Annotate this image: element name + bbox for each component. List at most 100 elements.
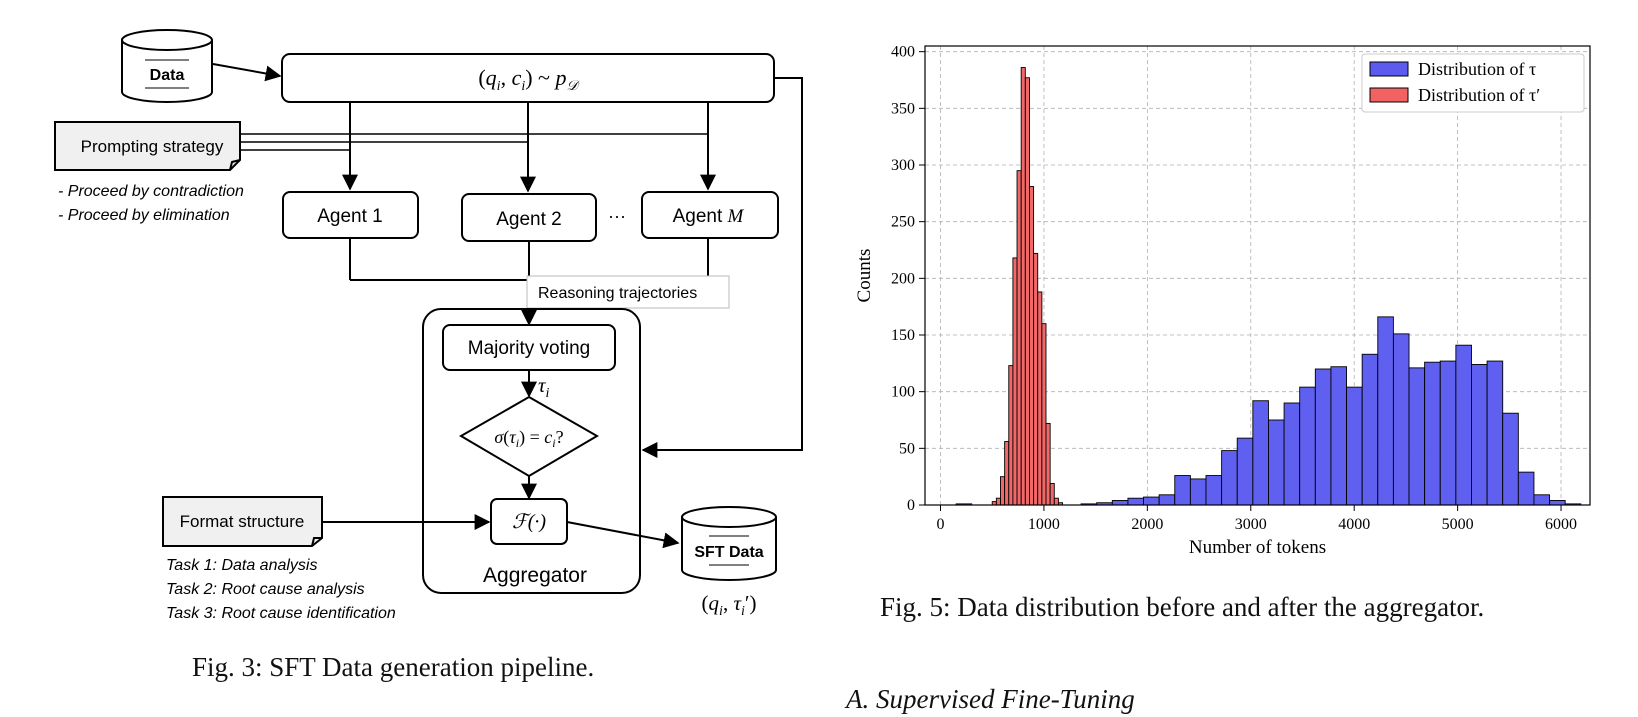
histogram-bar-tau [1502, 412, 1519, 506]
x-tick-label: 1000 [1028, 516, 1060, 533]
sft-label: SFT Data [694, 544, 763, 561]
y-tick-label: 0 [907, 497, 915, 514]
majority-voting-box: Majority voting [442, 324, 616, 371]
legend-frame [1361, 53, 1585, 113]
y-tick-label: 350 [891, 100, 915, 117]
histogram-bar-tau-prime [1033, 252, 1039, 506]
task-3: Task 3: Root cause identification [166, 605, 396, 622]
format-function-box: ℱ(·) [490, 498, 568, 545]
y-tick-label: 200 [891, 270, 915, 287]
histogram-bar-tau-prime [995, 497, 1001, 506]
legend-label-tau-prime: Distribution of τ′ [1418, 85, 1540, 105]
histogram-bar-tau-prime [991, 501, 997, 506]
histogram-bar-tau-prime [1029, 186, 1035, 506]
histogram-bar-tau [1314, 368, 1332, 506]
histogram-bar-tau [955, 503, 973, 506]
data-cylinder: Data [121, 29, 213, 103]
sampling-box: (qi, ci) ~ p𝒟 [281, 53, 775, 103]
histogram-bar-tau [1439, 360, 1457, 506]
histogram-bar-tau-prime [1004, 441, 1010, 506]
series-tau-bars [955, 316, 1582, 506]
tau-label: τi [538, 373, 550, 401]
histogram-bar-tau [1158, 494, 1176, 506]
histogram-bar-tau [1236, 437, 1254, 506]
histogram-bar-tau [1377, 316, 1394, 506]
histogram-bar-tau [1408, 367, 1426, 506]
agent-1-label: Agent 1 [317, 206, 383, 227]
task-1: Task 1: Data analysis [166, 557, 317, 574]
prompting-item-1: - Proceed by contradiction [58, 183, 244, 200]
histogram-bar-tau [1174, 475, 1191, 506]
reasoning-trajectories-tag: Reasoning trajectories [526, 275, 730, 309]
histogram-bar-tau-prime [1045, 422, 1051, 506]
prompting-item-2: - Proceed by elimination [58, 207, 230, 224]
y-axis-ticks: 0 50 100 150 200 250 300 350 400 [891, 44, 925, 514]
sampling-formula: (qi, ci) ~ p𝒟 [478, 65, 580, 94]
histogram-bar-tau [1205, 475, 1223, 506]
histogram-bar-tau [1111, 500, 1129, 506]
consistency-check-diamond: σ(τi) = ci? [459, 395, 599, 478]
x-axis-label: Number of tokens [1189, 537, 1326, 558]
histogram-bar-tau [1299, 386, 1316, 506]
pipeline-diagram: Data (qi, ci) ~ p𝒟 Prompting strategy - … [54, 29, 803, 622]
prompting-label: Prompting strategy [81, 137, 224, 156]
agent-m-box: Agent M [641, 191, 779, 239]
aggregator-box: Aggregator [422, 308, 641, 594]
histogram-bar-tau [1549, 500, 1566, 506]
x-tick-label: 3000 [1235, 516, 1267, 533]
histogram-bar-tau [1346, 386, 1363, 506]
y-tick-label: 100 [891, 384, 915, 401]
histogram-bar-tau [1330, 366, 1347, 506]
y-tick-label: 300 [891, 157, 915, 174]
histogram-bar-tau-prime [1016, 170, 1022, 506]
histogram-bar-tau-prime [1053, 497, 1059, 506]
format-structure-note: Format structure [162, 496, 323, 547]
histogram-bar-tau [1392, 333, 1410, 506]
histogram-bar-tau-prime [1024, 77, 1030, 506]
figure-5-caption: Fig. 5: Data distribution before and aft… [880, 592, 1485, 622]
histogram-bar-tau-prime [1020, 67, 1026, 506]
agent-1-box: Agent 1 [282, 191, 419, 239]
histogram-bar-tau [1268, 419, 1285, 506]
prompting-strategy-note: Prompting strategy [54, 121, 241, 171]
histogram-bar-tau-prime [1049, 483, 1055, 506]
legend-label-tau: Distribution of τ [1418, 59, 1536, 79]
histogram-bar-tau [1455, 344, 1472, 506]
x-axis-ticks: 0 1000 2000 3000 4000 5000 6000 [937, 505, 1577, 533]
agent-2-label: Agent 2 [496, 209, 562, 230]
histogram-bar-tau [1283, 402, 1301, 506]
aggregator-label: Aggregator [483, 564, 587, 587]
histogram-bar-tau [1361, 353, 1379, 506]
reasoning-label: Reasoning trajectories [538, 285, 697, 302]
plot-frame [924, 45, 1591, 506]
legend-swatch-tau [1369, 61, 1409, 77]
sft-data-cylinder: SFT Data [681, 506, 777, 581]
histogram-bar-tau [1533, 494, 1551, 506]
histogram-bar-tau [1096, 502, 1113, 506]
y-tick-label: 50 [899, 440, 915, 457]
histogram-bar-tau-prime [1008, 365, 1014, 506]
histogram-bar-tau-prime [1000, 476, 1006, 506]
data-label: Data [150, 67, 185, 84]
sft-output-label: (qi, τi′) [702, 591, 757, 619]
format-fn-label: ℱ(·) [512, 511, 546, 533]
majority-label: Majority voting [468, 338, 591, 359]
histogram-bar-tau-prime [1041, 323, 1047, 506]
y-tick-label: 250 [891, 214, 915, 231]
legend-swatch-tau-prime [1369, 87, 1409, 103]
x-tick-label: 0 [937, 516, 945, 533]
x-tick-label: 2000 [1131, 516, 1163, 533]
histogram-bar-tau-prime [1037, 291, 1043, 506]
series-tau-prime-bars [991, 67, 1064, 506]
y-axis-label: Counts [854, 249, 875, 303]
chart-legend: Distribution of τ Distribution of τ′ [1361, 53, 1585, 113]
x-tick-label: 6000 [1545, 516, 1577, 533]
y-tick-label: 400 [891, 44, 915, 61]
histogram-bar-tau [1143, 496, 1160, 506]
check-label: σ(τi) = ci? [494, 427, 563, 450]
histogram-bar-tau-prime [1012, 257, 1018, 506]
histogram-bar-tau-prime [1057, 502, 1064, 506]
histogram-bar-tau [1080, 503, 1098, 506]
agent-2-box: Agent 2 [461, 193, 597, 242]
histogram-bar-tau [1471, 364, 1488, 506]
